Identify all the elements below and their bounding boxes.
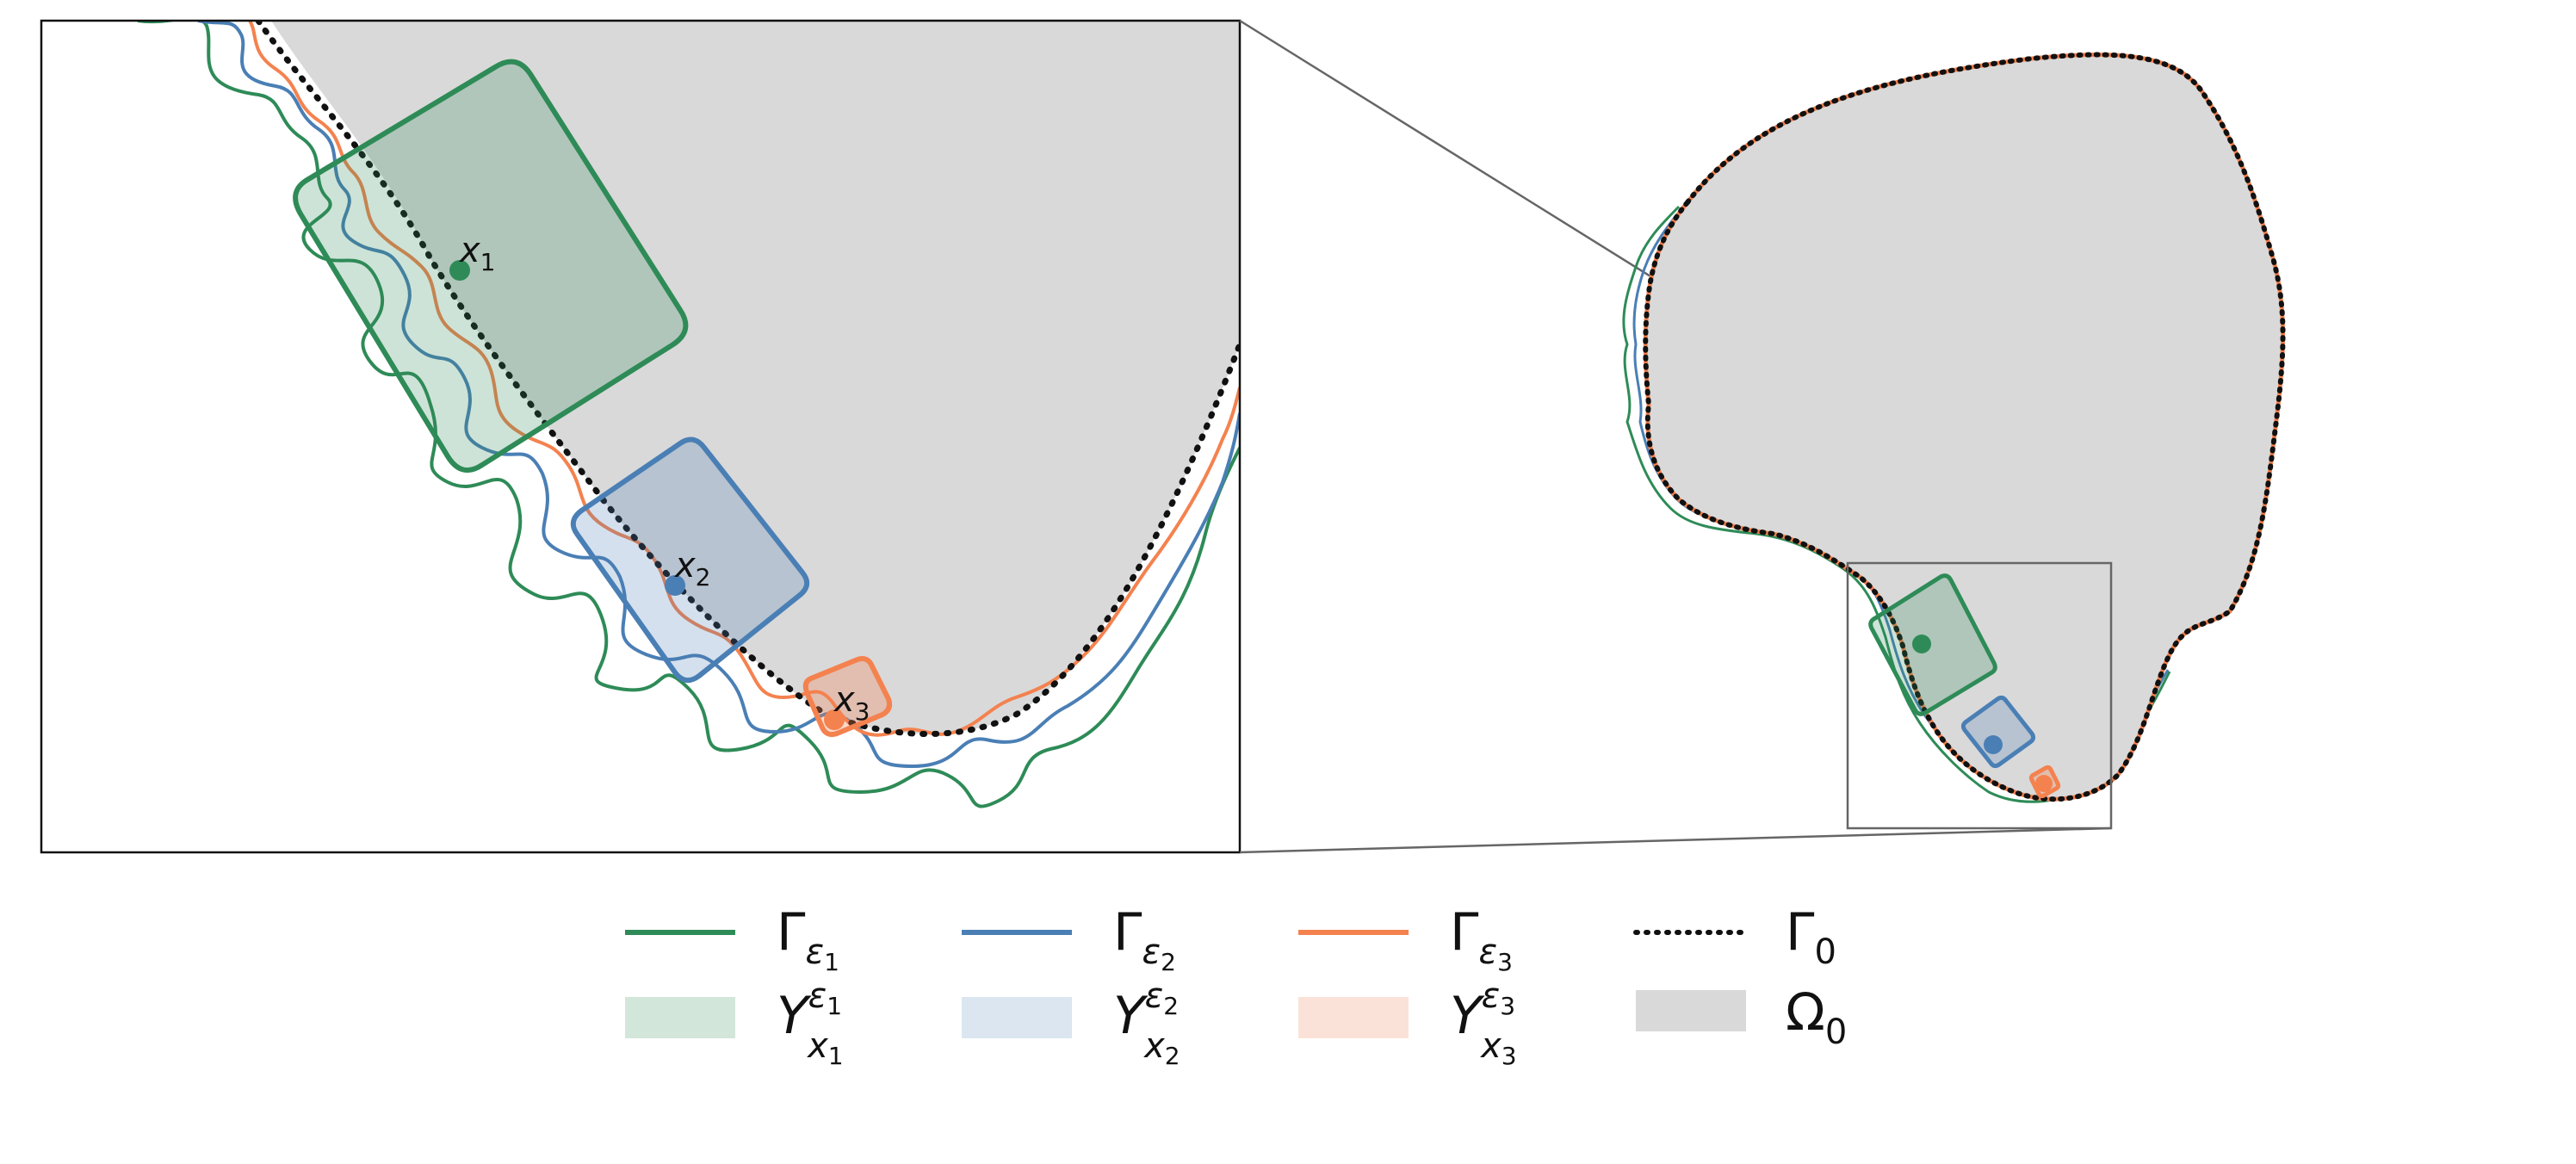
legend-entry-gamma-0: Γ0 <box>1633 902 1836 972</box>
zoom-inset-frame <box>40 19 1242 854</box>
gamma-0-curve-full <box>1643 52 2286 802</box>
point-x2-marker-zoom <box>665 575 685 596</box>
cell-y-x2-eps2-zoom <box>570 436 810 684</box>
legend: Γε1 Γε2 Γε3 Γ0 Yε1 x1 Yε2 x2 Yε3 x3 <box>625 902 1847 1070</box>
point-x3-label: x3 <box>833 680 870 726</box>
point-x3-marker-full <box>2035 775 2053 792</box>
gamma-0-curve-zoom <box>255 21 1240 737</box>
cell-y-x2-eps2-full <box>1960 695 2036 769</box>
legend-entry-y-x2-eps2: Yε2 x2 <box>962 976 1180 1070</box>
point-x2-marker-full <box>1984 735 2003 754</box>
zoom-window-rect <box>1846 561 2113 830</box>
full-domain-panel <box>1622 52 2286 830</box>
legend-entry-gamma-eps1: Γε1 <box>625 902 839 976</box>
point-x1-marker-full <box>1912 635 1931 653</box>
cell-y-x1-eps1-zoom <box>293 59 689 474</box>
svg-text:Γε3: Γε3 <box>1450 902 1513 976</box>
legend-entry-gamma-eps3: Γε3 <box>1298 902 1513 976</box>
svg-text:Γε1: Γε1 <box>777 902 839 976</box>
cell-y-x1-eps1-full <box>1868 573 1997 716</box>
svg-text:Γ0: Γ0 <box>1786 902 1836 972</box>
gamma-eps3-curve-zoom <box>248 21 1240 737</box>
legend-entry-gamma-eps2: Γε2 <box>962 902 1176 976</box>
svg-text:Ω0: Ω0 <box>1786 982 1847 1052</box>
point-x3-marker-zoom <box>824 709 845 730</box>
svg-text:Γε2: Γε2 <box>1113 902 1176 976</box>
point-x1-label: x1 <box>458 231 496 276</box>
legend-entry-omega-0: Ω0 <box>1636 982 1847 1052</box>
zoom-connector-bottom <box>1239 827 2112 854</box>
point-x2-label: x2 <box>673 546 711 591</box>
zoom-inset-panel: x1 x2 x3 <box>40 19 1242 854</box>
point-x1-marker-zoom <box>449 260 470 281</box>
legend-entry-y-x1-eps1: Yε1 x1 <box>625 976 844 1070</box>
legend-entry-y-x3-eps3: Yε3 x3 <box>1298 976 1517 1070</box>
omega-0-region-zoom <box>271 21 1240 734</box>
gamma-eps1-curve-zoom <box>137 21 1240 808</box>
